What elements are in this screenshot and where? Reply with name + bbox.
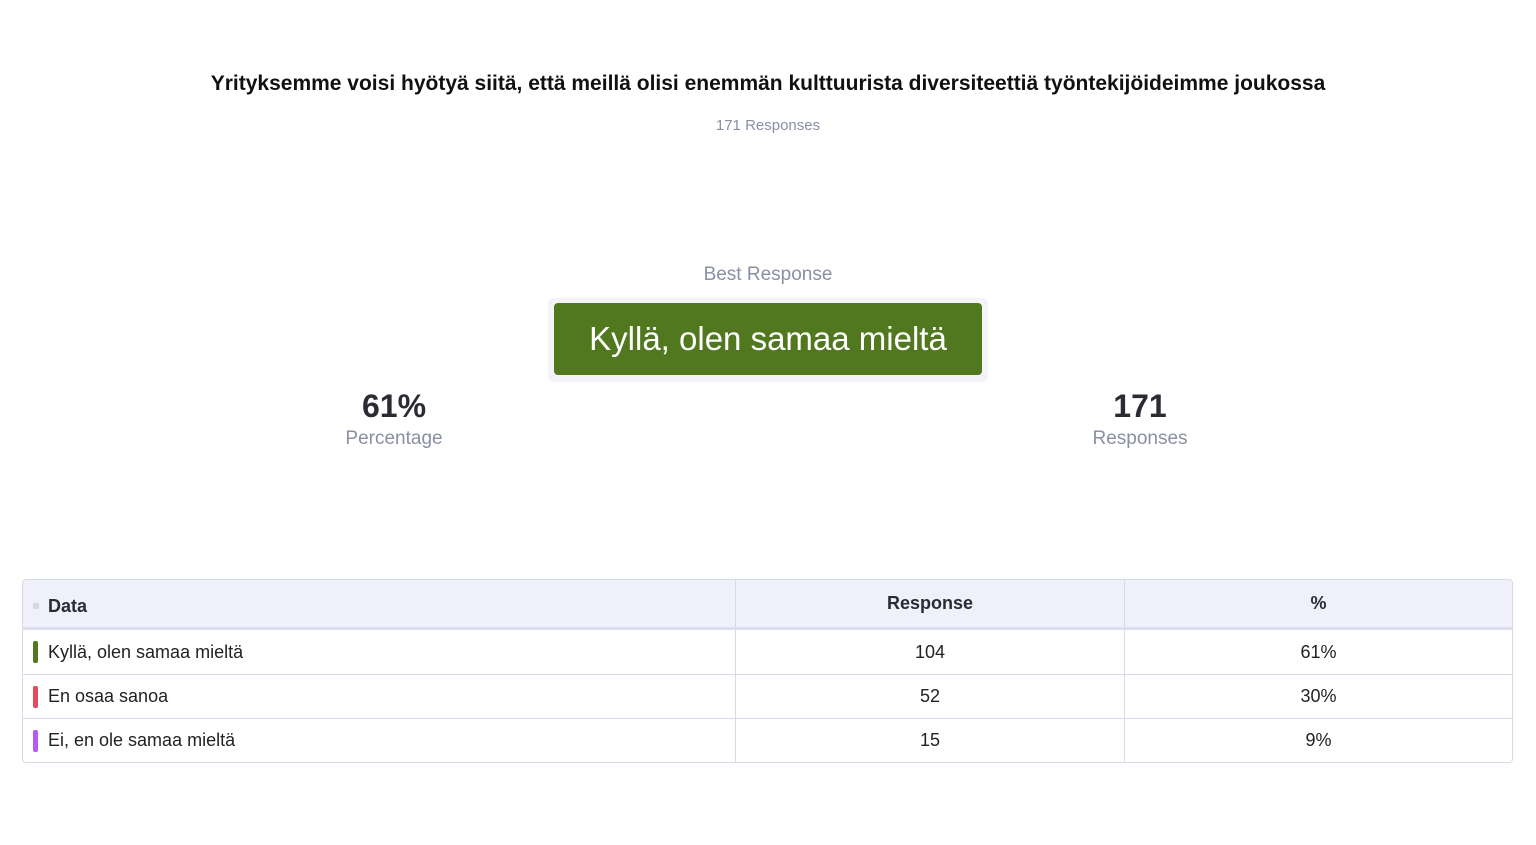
responses-value: 171 — [1113, 388, 1167, 424]
percentage-label: Percentage — [345, 428, 443, 449]
color-swatch — [33, 641, 38, 663]
responses-stat: 171 Responses — [1020, 386, 1260, 450]
percentage-stat: 61% Percentage — [274, 386, 514, 450]
color-swatch — [33, 729, 38, 752]
row-label: Ei, en ole samaa mieltä — [48, 730, 236, 750]
row-label-cell: Kyllä, olen samaa mieltä — [23, 630, 736, 674]
header-data-label: Data — [48, 595, 88, 616]
row-label: En osaa sanoa — [48, 686, 169, 706]
response-count: 171 Responses — [715, 117, 821, 134]
header-response-cell[interactable]: Response — [736, 580, 1125, 627]
best-response-button[interactable]: Kyllä, olen samaa mieltä — [554, 303, 982, 375]
row-response-cell: 15 — [736, 719, 1125, 762]
sort-handle-icon — [33, 603, 39, 609]
color-swatch — [33, 685, 38, 708]
header-percent-cell[interactable]: % — [1310, 593, 1327, 613]
table-row: Kyllä, olen samaa mieltä 104 61% — [23, 630, 1512, 674]
row-label: Kyllä, olen samaa mieltä — [48, 641, 244, 662]
responses-label: Responses — [1092, 428, 1188, 449]
table-header-row: Data Response % — [23, 580, 1512, 630]
row-label-cell: Ei, en ole samaa mieltä — [23, 719, 736, 762]
best-response-label: Best Response — [703, 264, 833, 285]
results-table: Data Response % Kyllä, olen samaa mieltä… — [22, 579, 1513, 763]
row-response-cell: 52 — [736, 675, 1125, 718]
table-row: En osaa sanoa 52 30% — [23, 674, 1512, 718]
row-response-cell: 104 — [736, 630, 1125, 674]
row-percent-cell: 30% — [1300, 686, 1337, 706]
header-data-cell[interactable]: Data — [23, 580, 736, 627]
row-percent-cell: 61% — [1300, 641, 1337, 662]
table-row: Ei, en ole samaa mieltä 15 9% — [23, 718, 1512, 762]
best-response-card: Kyllä, olen samaa mieltä — [548, 298, 988, 382]
percentage-value: 61% — [361, 388, 427, 424]
question-title: Yrityksemme voisi hyötyä siitä, että mei… — [210, 72, 1326, 95]
row-label-cell: En osaa sanoa — [23, 675, 736, 718]
row-percent-cell: 9% — [1305, 730, 1332, 750]
